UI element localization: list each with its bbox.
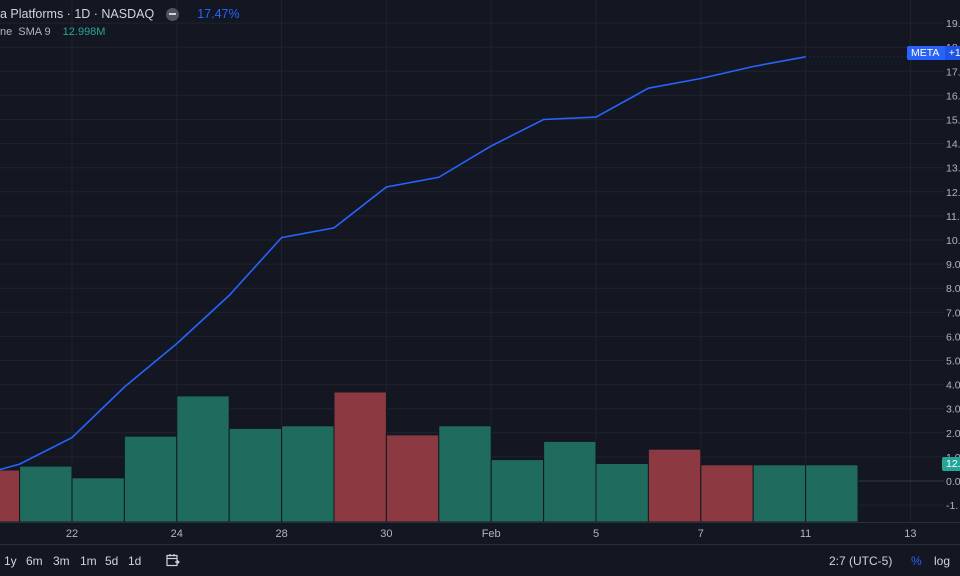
volume-bar bbox=[281, 425, 335, 523]
range-1y-button[interactable]: 1y bbox=[4, 554, 17, 568]
volume-bar bbox=[700, 464, 754, 523]
volume-bar bbox=[438, 425, 492, 523]
x-tick-label: Feb bbox=[482, 528, 501, 540]
volume-bar bbox=[595, 463, 649, 523]
volume-bar bbox=[0, 469, 21, 523]
range-5d-button[interactable]: 5d bbox=[105, 554, 119, 568]
y-tick-label: 9.0 bbox=[946, 259, 960, 271]
x-tick-label: 13 bbox=[904, 528, 916, 540]
x-tick-label: 24 bbox=[171, 528, 183, 540]
y-tick-label: 7.0 bbox=[946, 307, 960, 319]
volume-label[interactable]: ne bbox=[0, 26, 13, 38]
volume-bar bbox=[490, 459, 545, 523]
volume-price-tag: 12. bbox=[942, 457, 960, 471]
percent-scale-toggle[interactable]: % bbox=[911, 554, 922, 568]
y-tick-label: 6.0 bbox=[946, 331, 960, 343]
time-axis-divider bbox=[0, 522, 960, 523]
y-tick-label: 3.0 bbox=[946, 404, 960, 416]
timezone-label[interactable]: 2:7 (UTC-5) bbox=[829, 554, 893, 568]
y-tick-label: 16. bbox=[946, 90, 960, 102]
y-tick-label: 14. bbox=[946, 139, 960, 151]
y-tick-label: 0.0 bbox=[946, 476, 960, 488]
log-scale-toggle[interactable]: log bbox=[934, 554, 951, 568]
range-1d-button[interactable]: 1d bbox=[128, 554, 142, 568]
volume-bar bbox=[176, 395, 230, 523]
x-tick-label: 11 bbox=[800, 528, 811, 540]
x-tick-label: 22 bbox=[66, 528, 78, 540]
volume-legend: ne SMA 9 12.998M bbox=[0, 26, 105, 38]
y-tick-label: 4.0 bbox=[946, 380, 960, 392]
range-6m-button[interactable]: 6m bbox=[26, 554, 43, 568]
volume-bar bbox=[543, 440, 597, 523]
range-3m-button[interactable]: 3m bbox=[53, 554, 70, 568]
volume-bar bbox=[228, 427, 283, 523]
hide-legend-icon[interactable] bbox=[166, 7, 180, 21]
volume-bar bbox=[19, 465, 73, 523]
y-tick-label: 8.0 bbox=[946, 283, 960, 295]
y-tick-label: 5.0 bbox=[946, 356, 960, 368]
y-tick-label: 13. bbox=[946, 163, 960, 175]
x-tick-label: 5 bbox=[593, 528, 599, 540]
bottom-toolbar-divider bbox=[0, 544, 960, 545]
volume-bar bbox=[123, 435, 178, 523]
volume-sma-value: 12.998M bbox=[62, 26, 106, 38]
bottom-toolbar: 1y 6m 3m 1m 5d 1d 2:7 (UTC-5) % log bbox=[0, 544, 960, 576]
y-tick-label: 19. bbox=[946, 18, 960, 30]
volume-bar bbox=[752, 464, 807, 523]
change-percent: 17.47% bbox=[197, 7, 240, 21]
y-tick-label: -1. bbox=[946, 500, 958, 512]
price-chart[interactable]: -1.0.01.02.03.04.05.06.07.08.09.010.11.1… bbox=[0, 0, 960, 544]
y-tick-label: 15. bbox=[946, 115, 960, 127]
y-tick-label: 10. bbox=[946, 235, 960, 247]
symbol-legend: a Platforms · 1D · NASDAQ 17.47% bbox=[0, 5, 240, 23]
chart-area[interactable]: -1.0.01.02.03.04.05.06.07.08.09.010.11.1… bbox=[0, 0, 960, 540]
volume-bar bbox=[71, 477, 125, 523]
volume-bar bbox=[647, 448, 702, 523]
y-tick-label: 2.0 bbox=[946, 428, 960, 440]
meta-tag-label: META bbox=[911, 47, 939, 59]
volume-tag-value: 12. bbox=[946, 458, 960, 470]
meta-tag-value: +17 bbox=[944, 46, 960, 60]
volume-bar bbox=[805, 464, 859, 523]
meta-price-line bbox=[0, 56, 806, 471]
x-tick-label: 28 bbox=[275, 528, 287, 540]
goto-date-icon[interactable] bbox=[166, 553, 180, 567]
volume-bar bbox=[333, 391, 387, 523]
y-tick-label: 11. bbox=[946, 211, 960, 223]
range-1m-button[interactable]: 1m bbox=[80, 554, 97, 568]
x-tick-label: 30 bbox=[380, 528, 392, 540]
symbol-title[interactable]: a Platforms · 1D · NASDAQ bbox=[0, 7, 155, 21]
y-tick-label: 12. bbox=[946, 187, 960, 199]
volume-bar bbox=[385, 434, 440, 523]
volume-sma-label[interactable]: SMA 9 bbox=[18, 26, 51, 38]
y-tick-label: 17. bbox=[946, 66, 960, 78]
x-tick-label: 7 bbox=[698, 528, 704, 540]
meta-price-tag: META +17 bbox=[907, 46, 960, 60]
